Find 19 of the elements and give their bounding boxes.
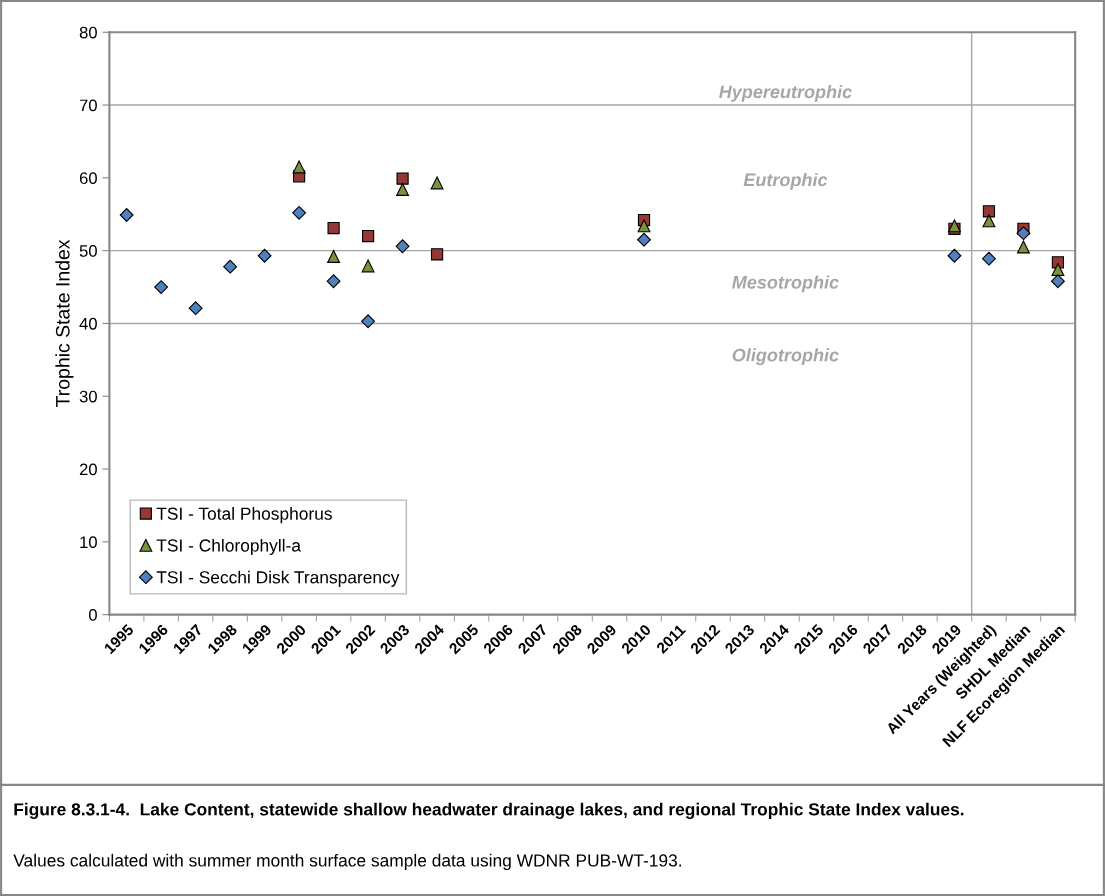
text: Values calculated with summer month surface sample data using WDNR PUB-WT-193. [13,853,681,871]
y-tick-label: 80 [79,26,97,39]
y-tick-label: 20 [79,463,97,476]
y-tick-label: 40 [79,317,97,330]
y-axis-title: Trophic State Index [55,239,74,407]
caption: Figure 8.3.1-4. Lake Content, statewide shallow headwater drainage lakes, and regional Trophic State Index values. [14,802,964,820]
y-tick-label: 10 [80,536,97,549]
annotation: Mesotrophic [732,275,839,293]
annotation: Eutrophic [743,172,828,190]
legend-label: TSI - Secchi Disk Transparency [156,570,400,587]
annotation: Oligotrophic [732,348,839,366]
y-tick-label: 50 [79,245,97,257]
legend-label: TSI - Total Phosphorus [156,507,332,524]
y-tick-label: 70 [79,99,97,112]
legend-label: TSI - Chlorophyll-a [156,538,301,556]
y-tick-label: 60 [79,172,97,185]
y-tick-label: 0 [88,609,97,621]
annotation: Hypereutrophic [719,84,852,102]
y-tick-label: 30 [79,390,97,403]
